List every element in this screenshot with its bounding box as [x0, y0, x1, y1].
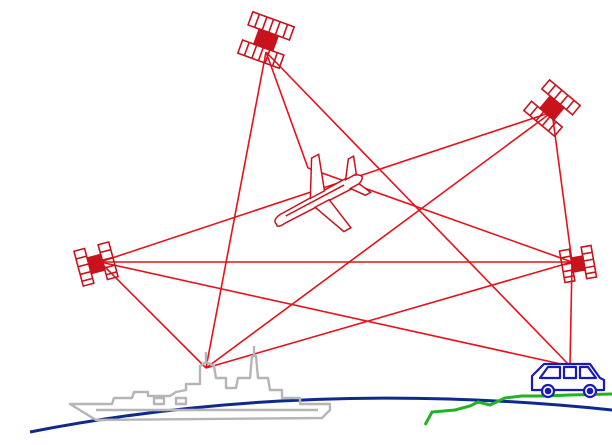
link-satellite-top-to-car [265, 51, 571, 367]
link-satellite-right-upper-to-satellite-right-lower [551, 111, 573, 263]
link-satellite-left-to-ship [99, 261, 207, 369]
link-satellite-right-lower-to-ship [205, 261, 573, 369]
satellite-left-icon [72, 240, 120, 288]
link-satellite-left-to-car [99, 261, 571, 367]
link-satellite-left-to-satellite-right-upper [99, 111, 553, 263]
link-satellite-top-to-ship [205, 51, 267, 369]
earth-surface [29, 396, 612, 434]
satellite-right-lower-icon [558, 244, 598, 284]
link-satellite-top-to-aircraft [265, 51, 309, 169]
link-satellite-right-lower-to-car [569, 261, 573, 367]
ship-icon [68, 346, 332, 422]
link-satellite-right-upper-to-ship [205, 111, 553, 369]
satellite-top-icon [236, 10, 296, 70]
aircraft-icon [274, 153, 372, 233]
satellite-right-upper-icon [522, 78, 582, 138]
link-lines [99, 51, 573, 369]
car-icon [530, 362, 606, 399]
